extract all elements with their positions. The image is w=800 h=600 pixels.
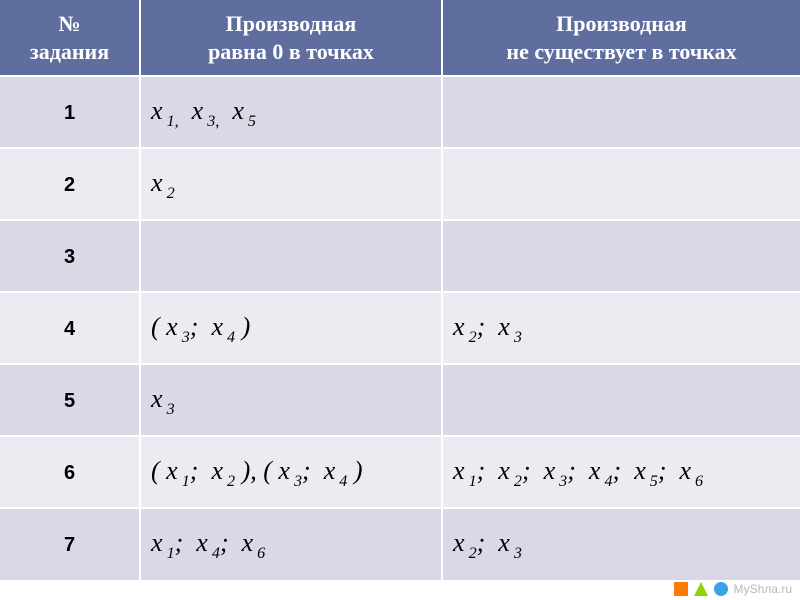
derivative-zero-cell: x 2 <box>140 148 442 220</box>
table-row: 5x 3 <box>0 364 800 436</box>
task-number: 1 <box>0 76 140 148</box>
table-row: 7x 1; x 4; x 6x 2; x 3 <box>0 508 800 580</box>
task-number: 5 <box>0 364 140 436</box>
derivative-zero-cell: x 3 <box>140 364 442 436</box>
logo-triangle-icon <box>694 582 708 596</box>
derivative-none-cell: x 1; x 2; x 3; x 4; x 5; x 6 <box>442 436 800 508</box>
task-number: 7 <box>0 508 140 580</box>
table-row: 1x 1, x 3, x 5 <box>0 76 800 148</box>
task-number: 6 <box>0 436 140 508</box>
col-derivative-none: Производнаяне существует в точках <box>442 0 800 76</box>
derivative-none-cell <box>442 148 800 220</box>
derivative-none-cell <box>442 76 800 148</box>
derivative-zero-cell: x 1; x 4; x 6 <box>140 508 442 580</box>
task-number: 4 <box>0 292 140 364</box>
table-row: 2x 2 <box>0 148 800 220</box>
derivative-zero-cell: ( x 3; x 4 ) <box>140 292 442 364</box>
derivative-none-cell <box>442 364 800 436</box>
derivative-zero-cell: x 1, x 3, x 5 <box>140 76 442 148</box>
watermark-text: МуShла.ru <box>734 582 793 596</box>
derivative-none-cell <box>442 220 800 292</box>
logo-square-icon <box>674 582 688 596</box>
table-row: 3 <box>0 220 800 292</box>
derivative-none-cell: x 2; x 3 <box>442 508 800 580</box>
table-row: 4( x 3; x 4 )x 2; x 3 <box>0 292 800 364</box>
header-row: №задания Производнаяравна 0 в точках Про… <box>0 0 800 76</box>
table-body: 1x 1, x 3, x 52x 234( x 3; x 4 )x 2; x 3… <box>0 76 800 580</box>
table-row: 6( x 1; x 2 ), ( x 3; x 4 )x 1; x 2; x 3… <box>0 436 800 508</box>
logo-circle-icon <box>714 582 728 596</box>
watermark: МуShла.ru <box>0 580 800 600</box>
col-derivative-zero: Производнаяравна 0 в точках <box>140 0 442 76</box>
task-number: 2 <box>0 148 140 220</box>
task-number: 3 <box>0 220 140 292</box>
derivative-zero-cell <box>140 220 442 292</box>
derivative-table: №задания Производнаяравна 0 в точках Про… <box>0 0 800 580</box>
col-task-number: №задания <box>0 0 140 76</box>
derivative-zero-cell: ( x 1; x 2 ), ( x 3; x 4 ) <box>140 436 442 508</box>
derivative-none-cell: x 2; x 3 <box>442 292 800 364</box>
